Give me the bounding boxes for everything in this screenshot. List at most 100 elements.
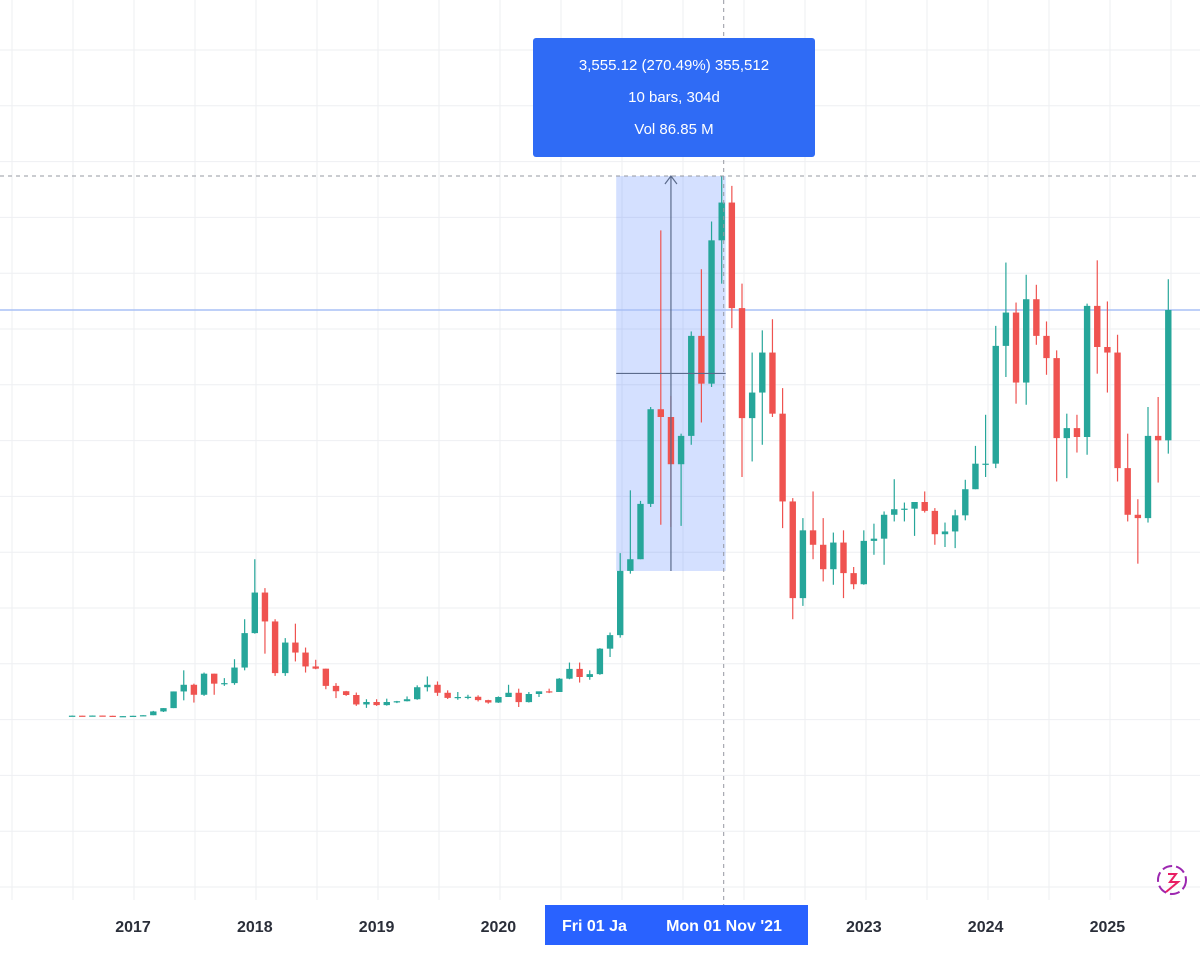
candle-body [870, 538, 878, 541]
candle-body [373, 702, 380, 706]
candle-body [698, 335, 705, 384]
candle-body [342, 691, 350, 695]
candle-body [424, 684, 431, 688]
candle-body [921, 502, 928, 511]
candle-body [393, 701, 401, 703]
candle-body [322, 668, 330, 686]
candle-body [505, 692, 512, 697]
candle-body [941, 531, 949, 535]
candle-body [809, 530, 817, 545]
candle-body [221, 683, 228, 685]
logo [1157, 865, 1187, 895]
crosshair-label: Fri 01 Ja [562, 918, 627, 935]
candle-body [332, 685, 340, 692]
candle-body [1094, 305, 1101, 347]
candle-body [119, 716, 127, 718]
candle-body [759, 352, 766, 393]
candle-body [1083, 305, 1091, 437]
candle-body [647, 409, 654, 504]
candle-body [992, 345, 999, 464]
measure-tooltip-line: Vol 86.85 M [634, 121, 713, 138]
candle-body [708, 240, 715, 384]
candle-body [403, 699, 411, 702]
candle-body [160, 708, 167, 712]
candle-body [1154, 435, 1162, 441]
candle-body [860, 540, 867, 585]
candle-body [1023, 299, 1030, 383]
candle-body [312, 666, 319, 669]
crosshair-label: Mon 01 Nov '21 [666, 918, 782, 935]
candle-body [789, 501, 796, 599]
candle-body [302, 652, 309, 667]
candle-body [109, 715, 116, 717]
x-tick-label: 2020 [481, 919, 517, 936]
candle-body [89, 715, 96, 717]
candle-body [1104, 347, 1111, 353]
candle-body [566, 668, 573, 679]
candle-body [464, 696, 472, 698]
logo-bolt [1165, 873, 1181, 893]
measure-tooltip-line: 3,555.12 (270.49%) 355,512 [579, 57, 769, 74]
measure-arrowhead [664, 174, 678, 185]
candle-body [1165, 310, 1172, 441]
candle-body [434, 684, 441, 693]
candle-body [129, 715, 137, 717]
candle-body [880, 514, 888, 539]
candle-body [606, 635, 614, 649]
candle-body [1124, 468, 1131, 515]
candle-body [525, 694, 533, 703]
candle-body [231, 667, 238, 684]
candle-body [769, 352, 776, 414]
x-tick-label: 2023 [846, 919, 882, 936]
candle-body [495, 697, 502, 703]
candle-body [200, 673, 208, 695]
candle-body [251, 592, 258, 634]
candle-body [1134, 514, 1142, 519]
candle-body [363, 702, 370, 705]
candle-body [576, 668, 583, 677]
candle-body [820, 544, 827, 570]
candle-body [383, 702, 390, 706]
candle-body [738, 308, 746, 419]
x-tick-label: 2025 [1090, 919, 1126, 936]
candle-body [1073, 428, 1081, 437]
candle-body [241, 633, 248, 668]
candle-body [657, 409, 664, 417]
candle-body [68, 715, 76, 717]
candle-body [170, 691, 177, 709]
candle-body [728, 202, 736, 309]
logo-ring [1157, 865, 1187, 895]
measure-tooltip-line: 10 bars, 304d [628, 89, 720, 106]
candle-body [1002, 312, 1010, 346]
candle-body [911, 502, 918, 509]
candle-body [150, 711, 157, 716]
candle-body [1114, 352, 1121, 469]
candle-body [261, 592, 269, 622]
candle-body [931, 510, 939, 535]
candle-body [271, 621, 279, 674]
candle-body [637, 503, 644, 560]
candle-body [677, 435, 685, 465]
candle-body [485, 700, 492, 703]
candle-body [1043, 335, 1050, 359]
candle-body [292, 642, 299, 653]
candle-body [830, 542, 837, 570]
candle-body [1033, 299, 1040, 336]
candle-body [454, 697, 461, 699]
candle-body [515, 692, 522, 703]
candle-body [444, 692, 451, 698]
candle-body [617, 570, 624, 636]
x-tick-label: 2017 [115, 919, 151, 936]
candle-body [718, 202, 725, 241]
candle-body [972, 463, 979, 490]
candle-body [799, 530, 807, 599]
x-tick-label: 2024 [968, 919, 1004, 936]
candle-body [1012, 312, 1020, 383]
candle-body [1063, 428, 1070, 439]
candle-body [1053, 358, 1060, 439]
candle-body [282, 642, 289, 674]
x-tick-label: 2019 [359, 919, 395, 936]
candle-body [962, 489, 969, 516]
